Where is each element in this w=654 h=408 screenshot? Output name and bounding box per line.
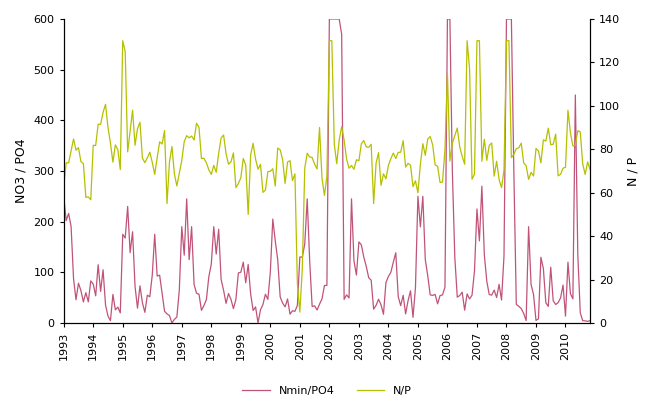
Nmin/PO4 (168, 321, 176, 326)
Nmin/PO4 (244, 262, 252, 267)
N/P (244, 212, 252, 217)
N/P (90, 143, 97, 148)
Line: N/P: N/P (63, 41, 590, 312)
N/P (271, 184, 279, 188)
Y-axis label: N / P: N / P (626, 156, 639, 186)
Nmin/PO4 (213, 252, 220, 257)
N/P (126, 128, 134, 133)
N/P (119, 38, 127, 43)
Nmin/PO4 (271, 238, 279, 243)
N/P (213, 170, 220, 175)
Nmin/PO4 (586, 318, 594, 323)
Nmin/PO4 (90, 282, 97, 286)
N/P (60, 185, 67, 190)
Y-axis label: NO3 / PO4: NO3 / PO4 (15, 139, 28, 203)
Nmin/PO4 (124, 204, 131, 209)
N/P (463, 38, 471, 43)
N/P (296, 310, 303, 315)
N/P (586, 167, 594, 172)
Nmin/PO4 (326, 17, 334, 22)
Nmin/PO4 (463, 291, 471, 296)
Line: Nmin/PO4: Nmin/PO4 (63, 19, 590, 323)
Legend: Nmin/PO4, N/P: Nmin/PO4, N/P (237, 381, 417, 400)
Nmin/PO4 (60, 194, 67, 199)
